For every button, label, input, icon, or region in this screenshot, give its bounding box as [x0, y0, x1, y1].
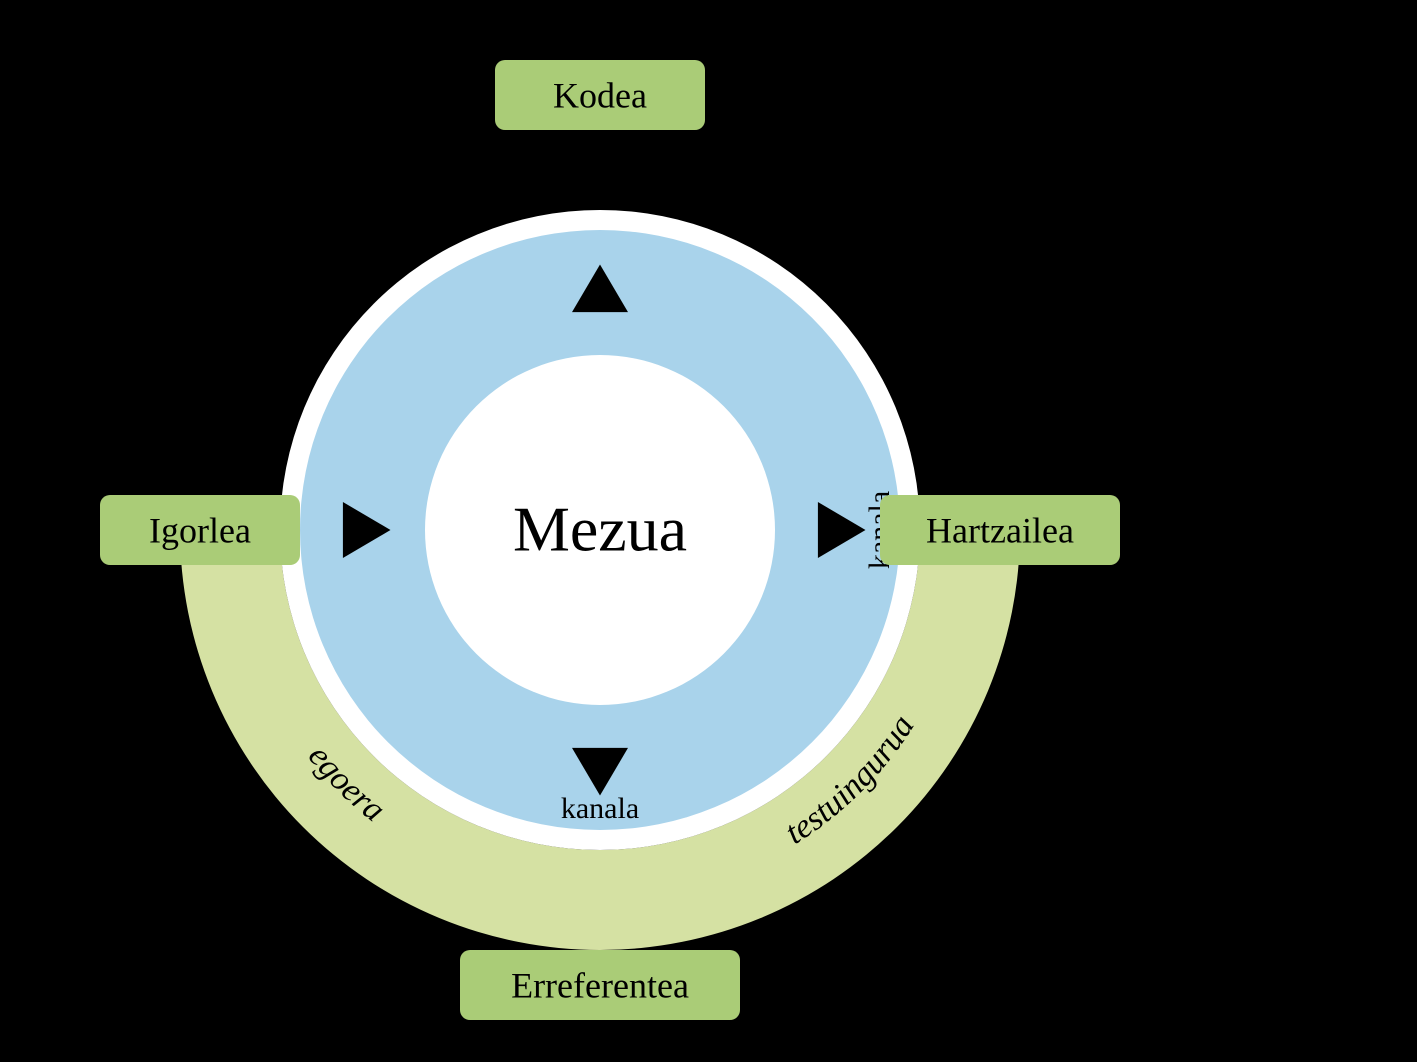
box-label-igorlea: Igorlea: [149, 510, 251, 550]
center-label-mezua: Mezua: [513, 494, 687, 565]
box-label-kodea: Kodea: [553, 75, 647, 115]
ring-label-kanala-bottom: kanala: [561, 792, 639, 825]
box-label-erreferentea: Erreferentea: [511, 965, 689, 1005]
box-label-hartzailea: Hartzailea: [926, 510, 1074, 550]
